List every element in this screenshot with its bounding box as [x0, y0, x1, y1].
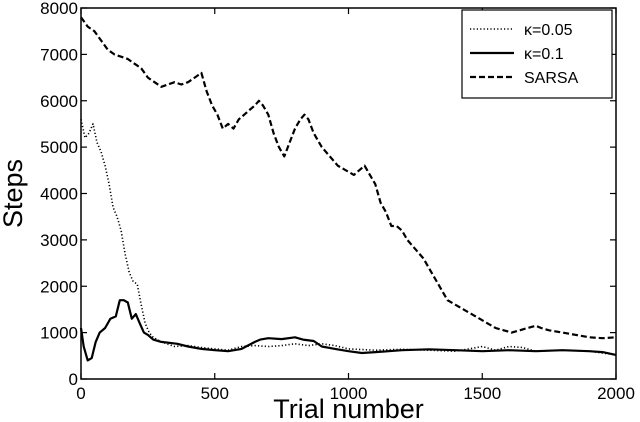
x-tick-label: 500 [201, 384, 229, 403]
ticks-layer: 0 500 1000 1500 2000 0 1000 2000 3000 4000 5000 600… [40, 0, 635, 403]
x-tick-label: 1000 [330, 384, 368, 403]
y-tick-label: 0 [69, 370, 78, 389]
y-tick-label: 1000 [40, 324, 78, 343]
x-axis-label: Trial number [273, 394, 424, 422]
y-tick-label: 2000 [40, 277, 78, 296]
y-tick-label: 6000 [40, 92, 78, 111]
x-tick-label: 2000 [597, 384, 635, 403]
legend-label-1: κ=0.05 [524, 22, 573, 39]
legend-label-3: SARSA [524, 70, 579, 87]
series-line-1 [80, 119, 617, 356]
y-tick-label: 3000 [40, 231, 78, 250]
legend: κ=0.05 κ=0.1 SARSA [461, 9, 613, 99]
series-line-2 [79, 299, 617, 362]
y-axis-label: Steps [0, 159, 28, 228]
y-tick-label: 5000 [40, 138, 78, 157]
y-tick-label: 4000 [40, 185, 78, 204]
y-tick-label: 8000 [40, 0, 78, 18]
y-tick-label: 7000 [40, 45, 78, 64]
legend-label-2: κ=0.1 [524, 46, 564, 63]
x-tick-label: 1500 [463, 384, 501, 403]
series-line-3 [80, 16, 617, 340]
x-tick-label: 0 [76, 384, 85, 403]
series-layer [79, 16, 617, 362]
